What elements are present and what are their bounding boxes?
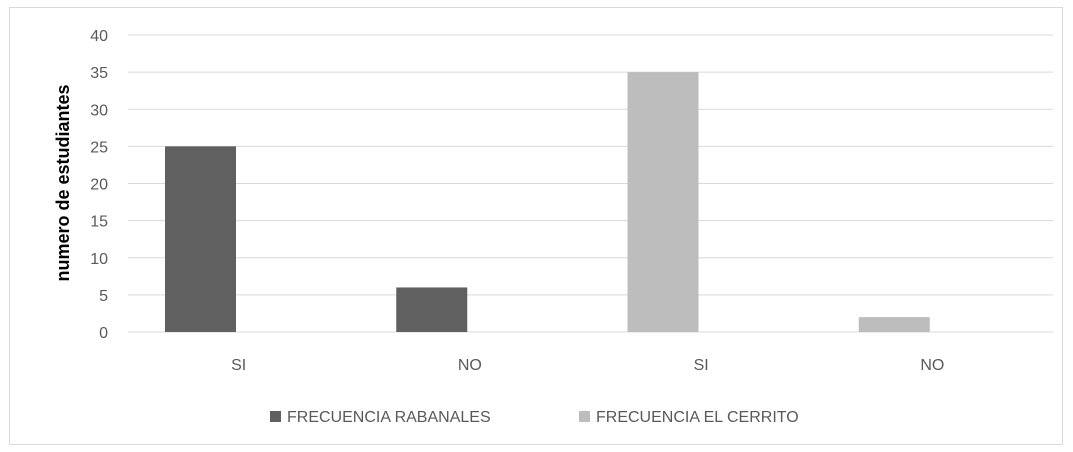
- x-tick-label: SI: [231, 357, 246, 374]
- y-tick-label: 15: [90, 214, 108, 231]
- legend-swatch: [270, 411, 281, 422]
- gridlines: [128, 34, 1053, 333]
- x-tick-labels: SI NO SI NO: [231, 357, 944, 374]
- legend-label: FRECUENCIA RABANALES: [287, 409, 491, 426]
- y-tick-label: 30: [90, 102, 108, 119]
- bar-frecuencia-el-cerrito-2: [627, 72, 699, 332]
- y-axis-label: numero de estudiantes: [53, 84, 73, 281]
- bar-frecuencia-rabanales-0: [165, 146, 236, 332]
- y-tick-label: 25: [90, 139, 108, 156]
- y-tick-label: 20: [90, 177, 108, 194]
- y-tick-labels: 0 5 10 15 20 25 30 35 40: [90, 28, 108, 342]
- y-tick-label: 0: [99, 325, 108, 342]
- x-tick-label: NO: [458, 357, 482, 374]
- y-tick-label: 10: [90, 251, 108, 268]
- bar-frecuencia-el-cerrito-3: [858, 317, 930, 332]
- bars: [165, 72, 930, 332]
- x-tick-label: NO: [920, 357, 944, 374]
- bar-frecuencia-rabanales-1: [396, 287, 468, 332]
- y-tick-label: 5: [99, 288, 108, 305]
- legend-swatch: [579, 411, 590, 422]
- legend-label: FRECUENCIA EL CERRITO: [596, 409, 799, 426]
- x-tick-label: SI: [694, 357, 709, 374]
- y-tick-label: 35: [90, 65, 108, 82]
- y-tick-label: 40: [90, 28, 108, 45]
- legend: FRECUENCIA RABANALES FRECUENCIA EL CERRIT…: [270, 409, 799, 426]
